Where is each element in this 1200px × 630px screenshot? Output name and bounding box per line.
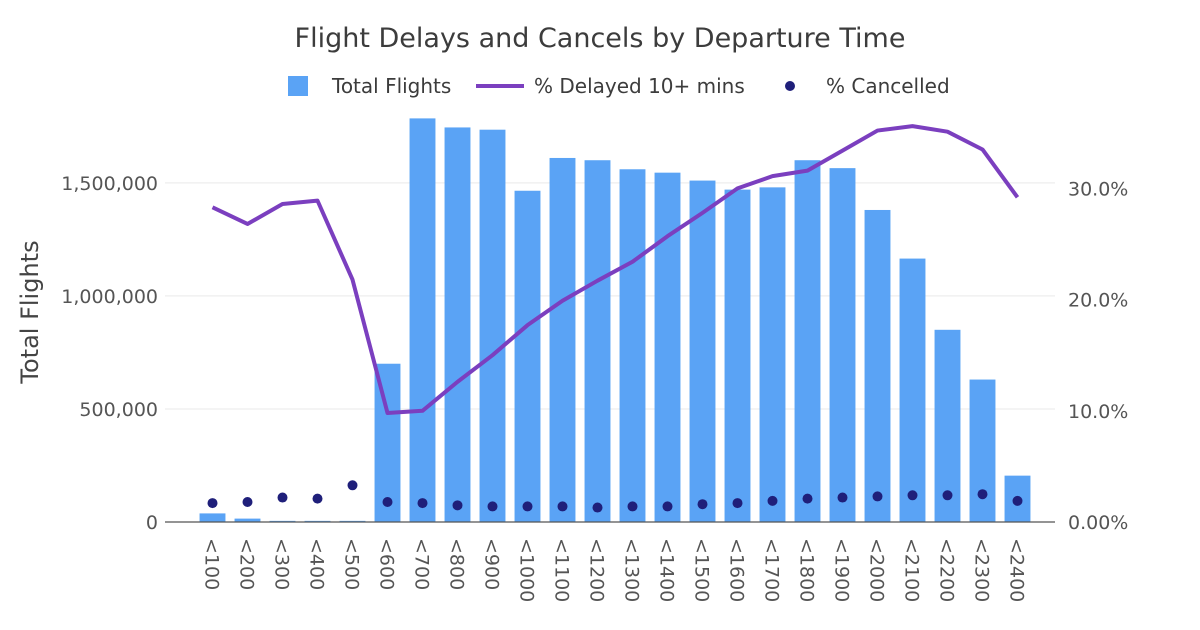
bars-layer xyxy=(199,118,1031,523)
cancelled-point xyxy=(767,495,778,506)
legend-label: % Cancelled xyxy=(826,74,950,98)
legend-swatch-dot xyxy=(785,81,795,91)
x-tick-label: <400 xyxy=(306,538,328,590)
bar xyxy=(514,190,541,522)
cancelled-point xyxy=(452,500,463,511)
x-tick-label: <1700 xyxy=(761,538,783,602)
bar xyxy=(969,379,996,522)
bar xyxy=(899,258,926,522)
x-tick-label: <1500 xyxy=(691,538,713,602)
cancelled-point xyxy=(312,493,323,504)
bar xyxy=(794,160,821,522)
cancelled-point xyxy=(697,499,708,510)
x-tick-label: <200 xyxy=(236,538,258,590)
cancelled-point xyxy=(242,496,253,507)
y-tick-label: 500,000 xyxy=(79,399,158,421)
bar xyxy=(619,169,646,522)
x-tick-label: <1100 xyxy=(551,538,573,602)
cancelled-point xyxy=(942,490,953,501)
x-tick-label: <1400 xyxy=(656,538,678,602)
cancelled-point xyxy=(522,501,533,512)
cancelled-point xyxy=(277,492,288,503)
x-tick-label: <500 xyxy=(341,538,363,590)
cancelled-point xyxy=(732,498,743,509)
legend-item: % Delayed 10+ mins xyxy=(476,74,745,98)
x-tick-label: <2300 xyxy=(971,538,993,602)
legend-item: Total Flights xyxy=(288,74,451,98)
bar xyxy=(199,513,226,522)
cancelled-point xyxy=(487,501,498,512)
y-tick-label: 0 xyxy=(146,512,158,534)
cancelled-point xyxy=(837,492,848,503)
legend-label: % Delayed 10+ mins xyxy=(534,74,745,98)
bar xyxy=(934,329,961,522)
y2-tick-label: 20.0% xyxy=(1068,290,1128,312)
axes-layer: 0 500,000 1,000,000 1,500,000 0.00% 10.0% 20.0… xyxy=(61,173,1128,602)
bar xyxy=(689,180,716,523)
line-layer xyxy=(211,124,1020,416)
x-tick-label: <1900 xyxy=(831,538,853,602)
x-tick-label: <1200 xyxy=(586,538,608,602)
x-tick-label: <900 xyxy=(481,538,503,590)
bar xyxy=(444,127,471,523)
cancelled-point xyxy=(872,491,883,502)
dots-layer xyxy=(207,480,1023,513)
cancelled-point xyxy=(592,502,603,513)
cancelled-point xyxy=(417,498,428,509)
x-tick-label: <100 xyxy=(201,538,223,590)
bar xyxy=(479,129,506,523)
x-tick-label: <800 xyxy=(446,538,468,590)
x-tick-label: <600 xyxy=(376,538,398,590)
bar xyxy=(584,160,611,522)
cancelled-point xyxy=(207,498,218,509)
delayed-line xyxy=(211,124,1020,416)
x-tick-label: <1300 xyxy=(621,538,643,602)
x-tick-label: <300 xyxy=(271,538,293,590)
cancelled-point xyxy=(802,493,813,504)
legend-label: Total Flights xyxy=(331,74,451,98)
bar xyxy=(654,172,681,523)
bar xyxy=(374,363,401,522)
cancelled-point xyxy=(1012,495,1023,506)
cancelled-point xyxy=(557,501,568,512)
legend-item: % Cancelled xyxy=(785,74,950,98)
cancelled-point xyxy=(977,489,988,500)
bar xyxy=(409,118,436,523)
y2-tick-label: 10.0% xyxy=(1068,401,1128,423)
bar xyxy=(829,168,856,522)
bar xyxy=(864,209,891,522)
cancelled-point xyxy=(347,480,358,491)
y-axis-title: Total Flights xyxy=(16,240,44,384)
y-tick-label: 1,500,000 xyxy=(61,173,158,195)
chart-title: Flight Delays and Cancels by Departure T… xyxy=(295,23,906,54)
cancelled-point xyxy=(662,501,673,512)
bar xyxy=(724,189,751,522)
x-tick-label: <1600 xyxy=(726,538,748,602)
bar xyxy=(234,518,261,522)
x-tick-label: <2400 xyxy=(1006,538,1028,602)
x-tick-label: <2200 xyxy=(936,538,958,602)
legend-swatch-bar xyxy=(288,76,308,96)
y-tick-label: 1,000,000 xyxy=(61,286,158,308)
cancelled-point xyxy=(627,501,638,512)
x-tick-label: <2000 xyxy=(866,538,888,602)
x-tick-label: <2100 xyxy=(901,538,923,602)
cancelled-point xyxy=(382,496,393,507)
y2-tick-label: 0.00% xyxy=(1068,512,1128,534)
cancelled-point xyxy=(907,490,918,501)
x-tick-label: <1800 xyxy=(796,538,818,602)
y2-tick-label: 30.0% xyxy=(1068,178,1128,200)
x-tick-label: <700 xyxy=(411,538,433,590)
bar xyxy=(549,157,576,522)
x-tick-label: <1000 xyxy=(516,538,538,602)
bar xyxy=(759,187,786,522)
legend: Total Flights % Delayed 10+ mins % Cancell… xyxy=(288,74,950,98)
